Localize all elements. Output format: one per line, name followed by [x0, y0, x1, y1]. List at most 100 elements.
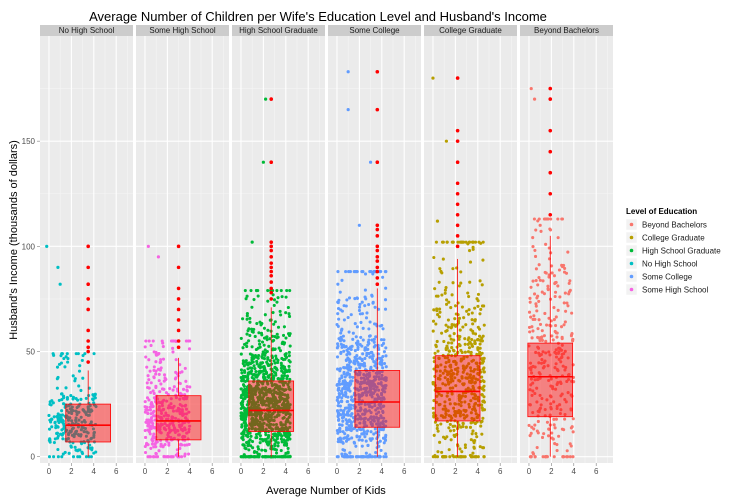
scatter-point: [242, 429, 246, 433]
scatter-point: [260, 361, 264, 365]
scatter-point: [252, 364, 256, 368]
scatter-point: [464, 425, 468, 429]
scatter-point: [254, 436, 258, 440]
scatter-point: [252, 450, 256, 454]
scatter-point: [257, 339, 261, 343]
scatter-point: [565, 449, 569, 453]
scatter-point: [383, 307, 388, 311]
scatter-point: [261, 418, 265, 422]
scatter-points: [431, 76, 487, 459]
scatter-point: [443, 365, 447, 369]
scatter-point: [560, 263, 564, 267]
scatter-point: [529, 285, 533, 289]
scatter-point: [157, 379, 161, 383]
scatter-point: [445, 298, 449, 302]
facet-panel: Some High School 0 2 4 6: [136, 25, 229, 476]
legend-marker: [629, 248, 634, 253]
scatter-point: [288, 314, 292, 318]
scatter-point: [284, 336, 288, 340]
scatter-point: [77, 410, 81, 414]
scatter-point: [363, 272, 368, 276]
scatter-point: [375, 366, 379, 370]
scatter-point: [185, 385, 189, 389]
facet-panel: Some College 0 2 4 6: [328, 25, 421, 476]
scatter-point: [169, 339, 174, 343]
scatter-point: [157, 372, 161, 376]
scatter-point: [286, 446, 290, 450]
scatter-point: [239, 406, 243, 411]
scatter-point: [253, 367, 257, 371]
scatter-point: [375, 371, 379, 376]
boxplot-outlier: [375, 244, 380, 249]
scatter-point: [89, 420, 93, 424]
boxplot-box: [527, 342, 574, 418]
scatter-point: [345, 353, 349, 357]
scatter-point: [287, 434, 291, 438]
scatter-point: [368, 334, 372, 338]
scatter-point: [262, 400, 266, 404]
scatter-point: [471, 451, 475, 455]
scatter-point: [157, 351, 161, 356]
scatter-point: [258, 420, 262, 424]
scatter-point: [147, 378, 151, 382]
scatter-point: [287, 364, 291, 368]
boxplot: [354, 69, 401, 457]
scatter-point: [260, 411, 264, 415]
scatter-point: [263, 313, 267, 317]
scatter-point: [158, 360, 162, 365]
scatter-point: [58, 419, 62, 423]
scatter-point: [468, 425, 473, 429]
scatter-points: [45, 244, 98, 459]
scatter-point: [153, 425, 157, 430]
scatter-point: [528, 330, 532, 334]
scatter-point: [365, 455, 370, 459]
scatter-point: [64, 355, 68, 359]
scatter-point: [544, 339, 548, 343]
x-axis: 0 2 4 6: [527, 463, 599, 476]
boxplot-outlier: [375, 259, 380, 263]
scatter-point: [446, 341, 450, 345]
boxplot-outlier: [269, 261, 274, 265]
scatter-point: [80, 452, 85, 456]
boxplot-outlier: [548, 191, 553, 196]
scatter-point: [340, 389, 344, 393]
scatter-point: [162, 414, 166, 418]
scatter-point: [280, 455, 285, 459]
scatter-point: [53, 420, 57, 424]
scatter-point: [463, 455, 467, 459]
scatter-point: [260, 333, 264, 337]
scatter-point: [372, 419, 376, 423]
scatter-point: [243, 426, 248, 430]
scatter-point: [167, 404, 171, 408]
scatter-point: [354, 444, 358, 448]
scatter-point: [374, 431, 378, 435]
scatter-point: [365, 311, 369, 315]
scatter-point: [159, 409, 163, 413]
scatter-point: [159, 444, 163, 448]
scatter-point: [345, 413, 349, 417]
scatter-point: [354, 423, 358, 427]
scatter-point: [244, 415, 248, 419]
x-axis: 0 2 4 6: [335, 463, 407, 476]
scatter-point: [92, 430, 96, 434]
scatter-point: [185, 388, 189, 392]
scatter-point: [478, 445, 482, 449]
scatter-point: [166, 435, 170, 439]
scatter-point: [372, 270, 376, 274]
scatter-point: [552, 417, 556, 421]
scatter-point: [350, 412, 354, 416]
scatter-point: [342, 318, 346, 322]
scatter-point: [460, 450, 464, 454]
scatter-point: [448, 422, 452, 426]
scatter-point: [362, 373, 366, 377]
x-tick-label: 0: [431, 467, 436, 476]
x-tick-label: 6: [306, 467, 311, 476]
scatter-point: [444, 302, 449, 306]
scatter-point: [533, 248, 537, 252]
scatter-point: [479, 241, 483, 245]
scatter-point: [444, 139, 449, 143]
scatter-point: [273, 442, 277, 446]
scatter-point: [338, 436, 342, 440]
scatter-point: [447, 349, 451, 353]
scatter-point: [366, 418, 370, 422]
